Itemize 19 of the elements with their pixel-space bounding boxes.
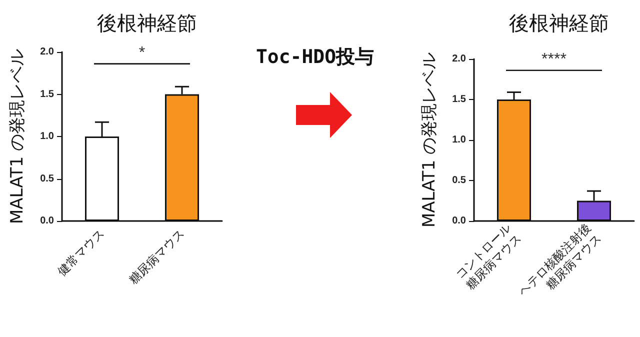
chart-title: 後根神経節: [97, 11, 197, 35]
y-tick-label: 1.5: [40, 88, 54, 100]
annotation: *: [138, 44, 146, 62]
y-tick-label: 1.0: [40, 131, 54, 142]
text: Toc-HDO投与: [254, 45, 376, 70]
y-axis-title: MALAT1 の発現レベル: [420, 52, 440, 228]
annotation: ****: [542, 50, 566, 68]
y-tick-label: 0.0: [452, 216, 466, 226]
x-tick-label: 健常マウス: [54, 226, 107, 278]
y-tick-label: 0.0: [40, 216, 54, 226]
y-axis-title: MALAT1 の発現レベル: [8, 48, 28, 224]
chart-title: 後根神経節: [509, 11, 609, 35]
y-tick-label: 1.0: [452, 134, 466, 146]
y-tick-label: 2.0: [452, 54, 466, 64]
y-tick-label: 1.5: [452, 94, 466, 105]
y-tick-label: 2.0: [40, 46, 54, 58]
y-tick-label: 0.5: [40, 173, 54, 184]
y-tick-label: 0.5: [452, 175, 466, 186]
x-tick-label: 糖尿病マウス: [126, 226, 187, 287]
